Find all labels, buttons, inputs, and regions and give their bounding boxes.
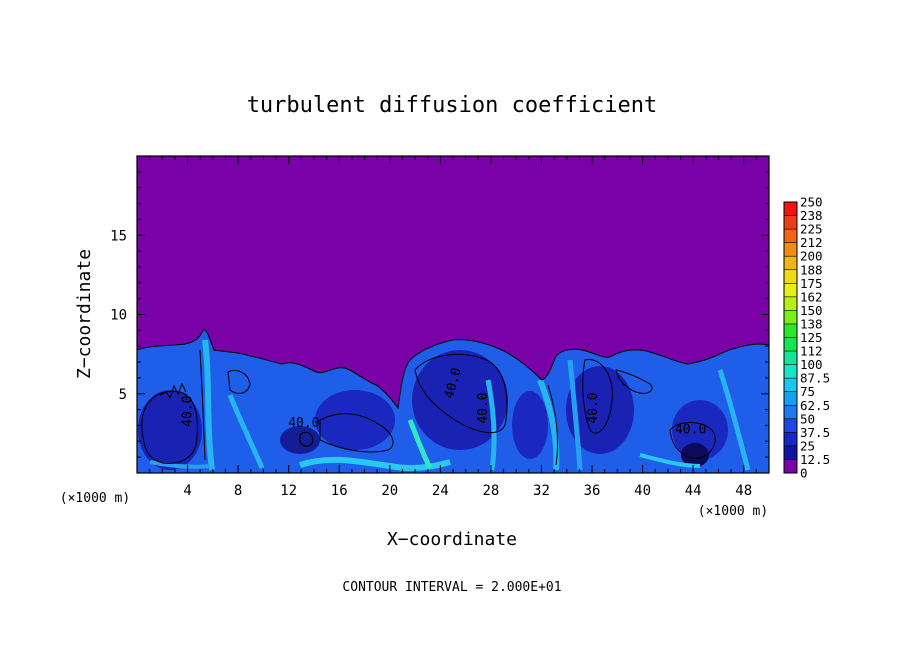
colorbar-swatch (784, 323, 797, 338)
cyan-filament (717, 369, 751, 471)
y-tick-label: 15 (110, 228, 127, 244)
contour-label: 40.0 (180, 396, 195, 427)
cyan-filament (227, 394, 265, 469)
colorbar-swatch (784, 242, 797, 257)
contour-line (669, 422, 716, 459)
eddy-core (681, 443, 709, 467)
contour-label: 40.0 (476, 392, 491, 423)
colorbar-swatch (784, 432, 797, 446)
y-tick-label: 10 (110, 308, 127, 324)
colorbar-swatch (784, 378, 797, 392)
colorbar-swatch (784, 351, 797, 365)
cyan-filament (639, 453, 701, 468)
colorbar-swatch (784, 215, 797, 230)
colorbar-swatch (784, 283, 797, 297)
contour-line (547, 384, 559, 466)
colorbar-swatch (784, 229, 797, 243)
contour-label: 40.0 (288, 416, 319, 431)
colorbar-label: 62.5 (800, 398, 830, 413)
colorbar-swatch (784, 459, 797, 473)
eddy-core (412, 350, 508, 450)
contour-line (319, 413, 394, 453)
colorbar-swatch (784, 202, 797, 216)
eddy-core (315, 390, 395, 450)
colorbar-label: 75 (800, 384, 815, 399)
colorbar-label: 50 (800, 411, 815, 426)
colorbar-label: 212 (800, 235, 823, 250)
contour-line (199, 349, 206, 461)
colorbar-label: 162 (800, 289, 823, 304)
contour-line (159, 382, 187, 400)
colorbar-label: 250 (800, 195, 823, 210)
colorbar-swatch (784, 445, 797, 460)
contour-line (141, 390, 198, 464)
colorbar-label: 175 (800, 276, 823, 291)
contour-line (582, 358, 613, 434)
colorbar-swatch (784, 296, 797, 311)
colorbar-label: 125 (800, 330, 823, 345)
colorbar-label: 12.5 (800, 452, 830, 467)
colorbar-swatch (784, 337, 797, 352)
eddy-core (138, 390, 202, 470)
x-tick-label: 12 (280, 483, 297, 499)
x-tick-label: 24 (432, 483, 449, 499)
colorbar-swatch (784, 269, 797, 284)
colorbar: 012.52537.55062.57587.510011212513815016… (783, 195, 830, 481)
colorbar-label: 87.5 (800, 371, 830, 386)
x-tick-label: 28 (482, 483, 499, 499)
colorbar-label: 138 (800, 316, 823, 331)
cyan-filament (407, 419, 433, 470)
eddy-core (512, 391, 548, 459)
contour-line (615, 369, 653, 394)
x-axis-label: X−coordinate (387, 529, 517, 550)
x-tick-label: 8 (234, 483, 242, 499)
cyan-filament (149, 460, 211, 469)
x-tick-label: 20 (381, 483, 398, 499)
y-tick-label: 5 (119, 387, 127, 403)
cyan-filament (567, 359, 583, 471)
x-tick-label: 48 (735, 483, 752, 499)
contour-label: 40.0 (675, 422, 706, 437)
colorbar-label: 188 (800, 262, 823, 277)
colorbar-swatch (784, 310, 797, 324)
cyan-filament (202, 339, 215, 471)
colorbar-label: 112 (800, 344, 823, 359)
x-tick-label: 16 (331, 483, 348, 499)
contour-line (414, 353, 508, 434)
colorbar-label: 200 (800, 249, 823, 264)
colorbar-label: 37.5 (800, 425, 830, 440)
colorbar-label: 150 (800, 303, 823, 318)
x-tick-label: 4 (183, 483, 191, 499)
colorbar-label: 238 (800, 208, 823, 223)
colorbar-label: 25 (800, 438, 815, 453)
colorbar-swatch (784, 405, 797, 419)
y-axis-unit: (×1000 m) (60, 491, 130, 506)
cyan-filament (485, 379, 497, 471)
colorbar-label: 225 (800, 222, 823, 237)
colorbar-swatch (784, 256, 797, 270)
colorbar-swatch (784, 391, 797, 406)
x-axis-unit: (×1000 m) (698, 504, 768, 519)
x-tick-label: 44 (685, 483, 702, 499)
x-tick-label: 40 (634, 483, 651, 499)
contour-interval-label: CONTOUR INTERVAL = 2.000E+01 (342, 580, 561, 595)
y-axis-label: Z−coordinate (74, 249, 95, 379)
x-tick-label: 32 (533, 483, 550, 499)
x-tick-label: 36 (584, 483, 601, 499)
contour-lines (137, 329, 769, 466)
contour-line (299, 431, 314, 447)
colorbar-label: 100 (800, 357, 823, 372)
chart-title: turbulent diffusion coefficient (247, 93, 658, 118)
contour-line (227, 370, 251, 394)
plot-area: 40.0 40.040.040.0 40.040.0 4 8 12 16 20 24 28 32 3… (110, 155, 770, 499)
contour-label: 40.0 (586, 392, 601, 423)
colorbar-label: 0 (800, 466, 808, 481)
colorbar-swatch (784, 364, 797, 379)
contour-line (137, 329, 769, 410)
colorbar-swatch (784, 418, 797, 433)
